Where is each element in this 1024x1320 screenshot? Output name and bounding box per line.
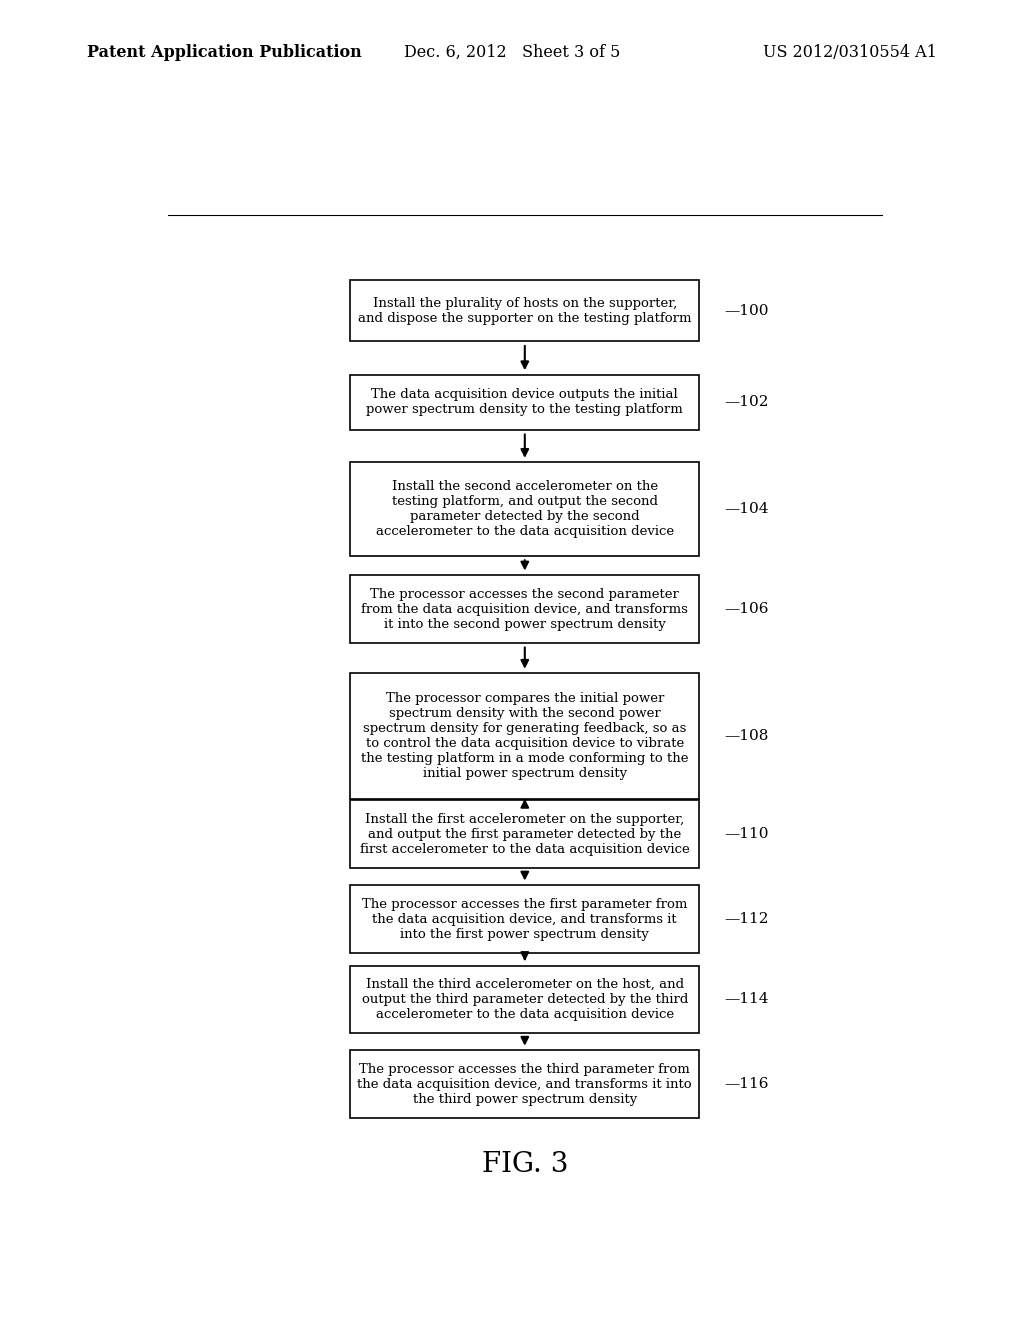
Text: Install the first accelerometer on the supporter,
and output the first parameter: Install the first accelerometer on the s… xyxy=(359,813,690,855)
Bar xyxy=(350,800,699,869)
Text: Patent Application Publication: Patent Application Publication xyxy=(87,45,361,61)
Text: The processor compares the initial power
spectrum density with the second power
: The processor compares the initial power… xyxy=(361,692,688,780)
Text: The processor accesses the first parameter from
the data acquisition device, and: The processor accesses the first paramet… xyxy=(362,898,687,941)
Text: Dec. 6, 2012   Sheet 3 of 5: Dec. 6, 2012 Sheet 3 of 5 xyxy=(403,45,621,61)
Bar xyxy=(350,375,699,430)
Bar xyxy=(350,280,699,342)
Text: The processor accesses the second parameter
from the data acquisition device, an: The processor accesses the second parame… xyxy=(361,587,688,631)
Bar xyxy=(350,673,699,799)
Bar xyxy=(350,886,699,953)
Text: —110: —110 xyxy=(725,828,769,841)
Text: —106: —106 xyxy=(725,602,769,616)
Text: Install the second accelerometer on the
testing platform, and output the second
: Install the second accelerometer on the … xyxy=(376,480,674,539)
Bar xyxy=(350,576,699,643)
Bar xyxy=(350,966,699,1034)
Text: FIG. 3: FIG. 3 xyxy=(481,1151,568,1179)
Text: —102: —102 xyxy=(725,395,769,409)
Text: —104: —104 xyxy=(725,502,769,516)
Text: —108: —108 xyxy=(725,729,769,743)
Text: —112: —112 xyxy=(725,912,769,927)
Text: Install the plurality of hosts on the supporter,
and dispose the supporter on th: Install the plurality of hosts on the su… xyxy=(358,297,691,325)
Text: —100: —100 xyxy=(725,304,769,318)
Text: —116: —116 xyxy=(725,1077,769,1092)
Text: —114: —114 xyxy=(725,993,769,1006)
Bar xyxy=(350,1051,699,1118)
Text: US 2012/0310554 A1: US 2012/0310554 A1 xyxy=(763,45,937,61)
Text: Install the third accelerometer on the host, and
output the third parameter dete: Install the third accelerometer on the h… xyxy=(361,978,688,1020)
Bar xyxy=(350,462,699,556)
Text: The data acquisition device outputs the initial
power spectrum density to the te: The data acquisition device outputs the … xyxy=(367,388,683,416)
Text: The processor accesses the third parameter from
the data acquisition device, and: The processor accesses the third paramet… xyxy=(357,1063,692,1106)
